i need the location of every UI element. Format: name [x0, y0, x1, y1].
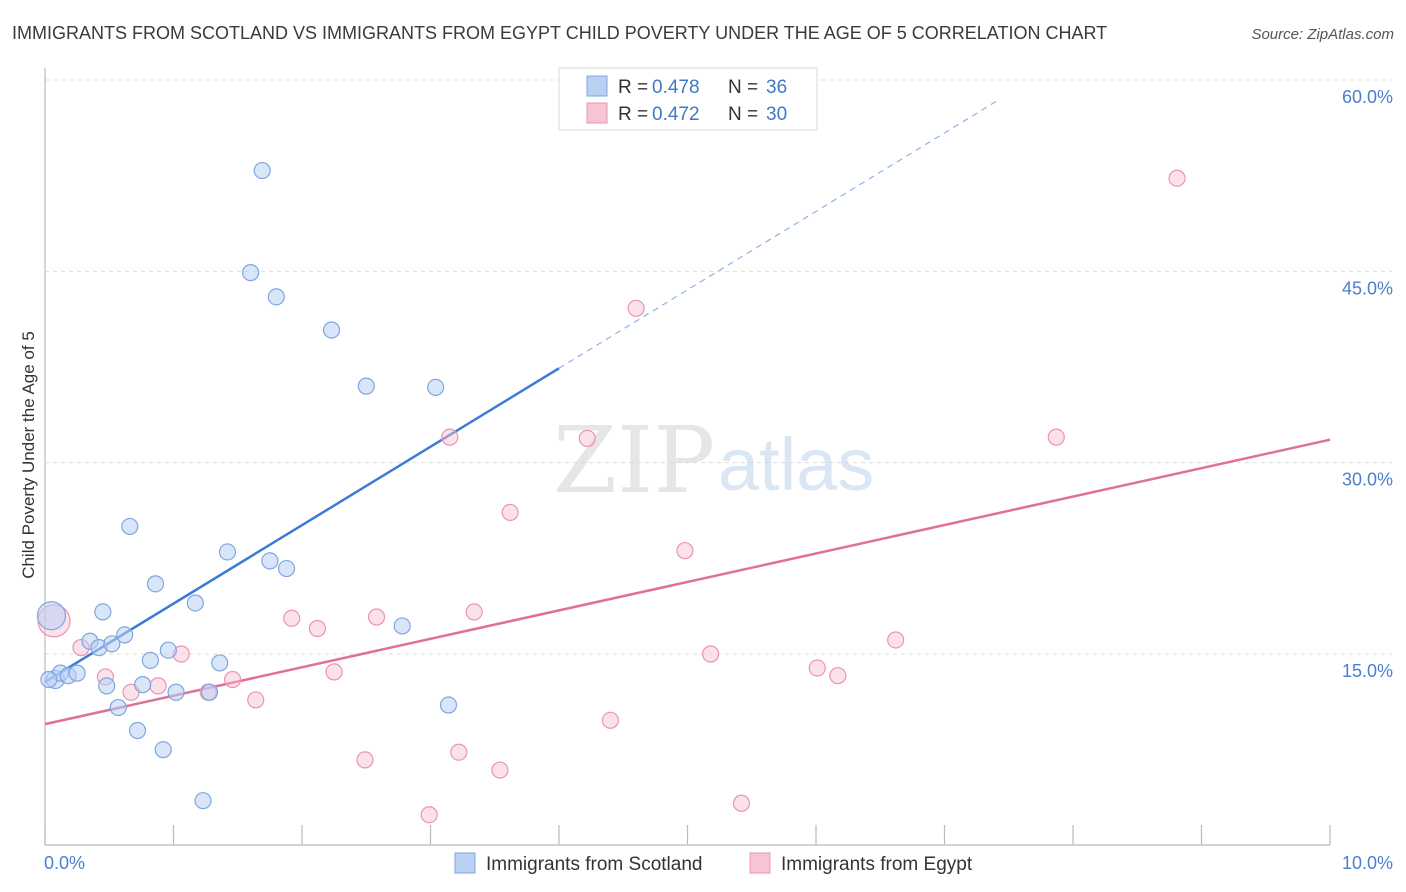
point-scotland-22 — [200, 683, 219, 701]
point-scotland-12 — [121, 517, 139, 536]
watermark-atlas: atlas — [718, 423, 874, 506]
point-egypt-16 — [450, 743, 468, 761]
y-tick-labels: 15.0% 30.0% 45.0% 60.0% — [1342, 87, 1393, 681]
point-scotland-20 — [186, 594, 204, 612]
point-scotland-35 — [40, 670, 58, 689]
point-egypt-13 — [367, 608, 386, 626]
point-scotland-21 — [194, 792, 212, 810]
legend-n-value-scotland: 36 — [766, 77, 787, 98]
legend-n-value-egypt: 30 — [766, 104, 787, 125]
point-egypt-18 — [491, 761, 509, 779]
point-egypt-10 — [308, 619, 327, 638]
axes — [44, 68, 1331, 846]
watermark: ZIP atlas — [553, 407, 874, 514]
legend-r-value-egypt: 0.472 — [652, 104, 700, 125]
y-axis-label: Child Poverty Under the Age of 5 — [19, 331, 38, 579]
point-egypt-25 — [732, 794, 751, 812]
point-scotland-33 — [427, 378, 445, 397]
legend-n-label-scotland: N = — [728, 77, 758, 98]
point-scotland-19 — [167, 683, 185, 701]
point-scotland-31 — [357, 377, 375, 395]
y-tick-label-1: 30.0% — [1342, 470, 1393, 490]
data-points — [36, 161, 1186, 824]
point-scotland-27 — [261, 552, 279, 570]
point-scotland-29 — [277, 559, 296, 578]
point-scotland-9 — [103, 635, 121, 653]
point-scotland-25 — [242, 264, 260, 282]
point-egypt-15 — [441, 428, 459, 446]
point-scotland-32 — [393, 617, 411, 635]
point-egypt-8 — [247, 691, 265, 709]
point-egypt-17 — [465, 603, 483, 621]
point-egypt-24 — [702, 645, 720, 663]
point-scotland-14 — [134, 676, 152, 694]
point-scotland-0 — [36, 601, 67, 631]
legend-r-label-egypt: R = — [618, 104, 648, 125]
point-scotland-16 — [146, 575, 165, 593]
point-egypt-19 — [501, 503, 519, 522]
point-egypt-4 — [149, 677, 167, 695]
point-scotland-34 — [439, 696, 458, 714]
point-egypt-27 — [829, 667, 847, 685]
point-egypt-14 — [420, 806, 438, 824]
point-scotland-13 — [128, 721, 147, 740]
bottom-legend-label-egypt: Immigrants from Egypt — [781, 854, 973, 875]
legend-n-label-egypt: N = — [728, 104, 758, 125]
y-tick-label-0: 15.0% — [1342, 661, 1393, 681]
gridlines — [45, 79, 1392, 655]
point-egypt-29 — [1047, 428, 1065, 446]
point-scotland-26 — [253, 161, 271, 180]
trendline-scotland-extension — [558, 101, 997, 369]
legend-top: R = 0.478 N = 36 R = 0.472 N = 30 — [558, 67, 818, 131]
point-scotland-17 — [154, 741, 172, 759]
legend-swatch-egypt — [586, 102, 608, 124]
trendline-egypt — [44, 438, 1331, 726]
point-egypt-9 — [283, 609, 301, 627]
legend-r-value-scotland: 0.478 — [652, 77, 700, 98]
legend-bottom: Immigrants from Scotland Immigrants from… — [454, 852, 973, 875]
point-scotland-28 — [267, 288, 285, 306]
point-egypt-20 — [578, 429, 596, 448]
x-tick-label-min: 0.0% — [44, 853, 85, 873]
point-scotland-8 — [98, 677, 116, 695]
point-egypt-12 — [356, 751, 374, 769]
chart-title: IMMIGRANTS FROM SCOTLAND VS IMMIGRANTS F… — [12, 23, 1107, 43]
point-scotland-7 — [94, 603, 112, 621]
x-tick-label-max: 10.0% — [1342, 853, 1393, 873]
point-scotland-10 — [109, 698, 127, 717]
point-scotland-15 — [141, 651, 159, 669]
bottom-legend-swatch-egypt — [749, 852, 771, 874]
point-egypt-7 — [224, 670, 242, 689]
bottom-legend-label-scotland: Immigrants from Scotland — [486, 854, 702, 875]
point-scotland-18 — [159, 641, 177, 659]
y-tick-label-3: 60.0% — [1342, 87, 1393, 107]
legend-r-label-scotland: R = — [618, 77, 648, 98]
legend-swatch-scotland — [586, 75, 608, 97]
point-egypt-21 — [601, 711, 620, 729]
chart-source: Source: ZipAtlas.com — [1251, 26, 1394, 43]
point-scotland-4 — [68, 664, 86, 682]
watermark-zip: ZIP — [553, 407, 715, 514]
point-egypt-22 — [627, 299, 645, 317]
bottom-legend-swatch-scotland — [454, 852, 476, 874]
point-scotland-24 — [218, 543, 237, 561]
point-scotland-30 — [322, 321, 341, 339]
point-egypt-23 — [676, 542, 694, 560]
point-scotland-11 — [116, 626, 134, 644]
point-egypt-26 — [808, 659, 826, 677]
point-egypt-28 — [887, 631, 905, 649]
point-scotland-23 — [211, 654, 229, 672]
point-egypt-11 — [325, 663, 343, 681]
y-tick-label-2: 45.0% — [1342, 278, 1393, 298]
point-egypt-30 — [1168, 169, 1186, 187]
